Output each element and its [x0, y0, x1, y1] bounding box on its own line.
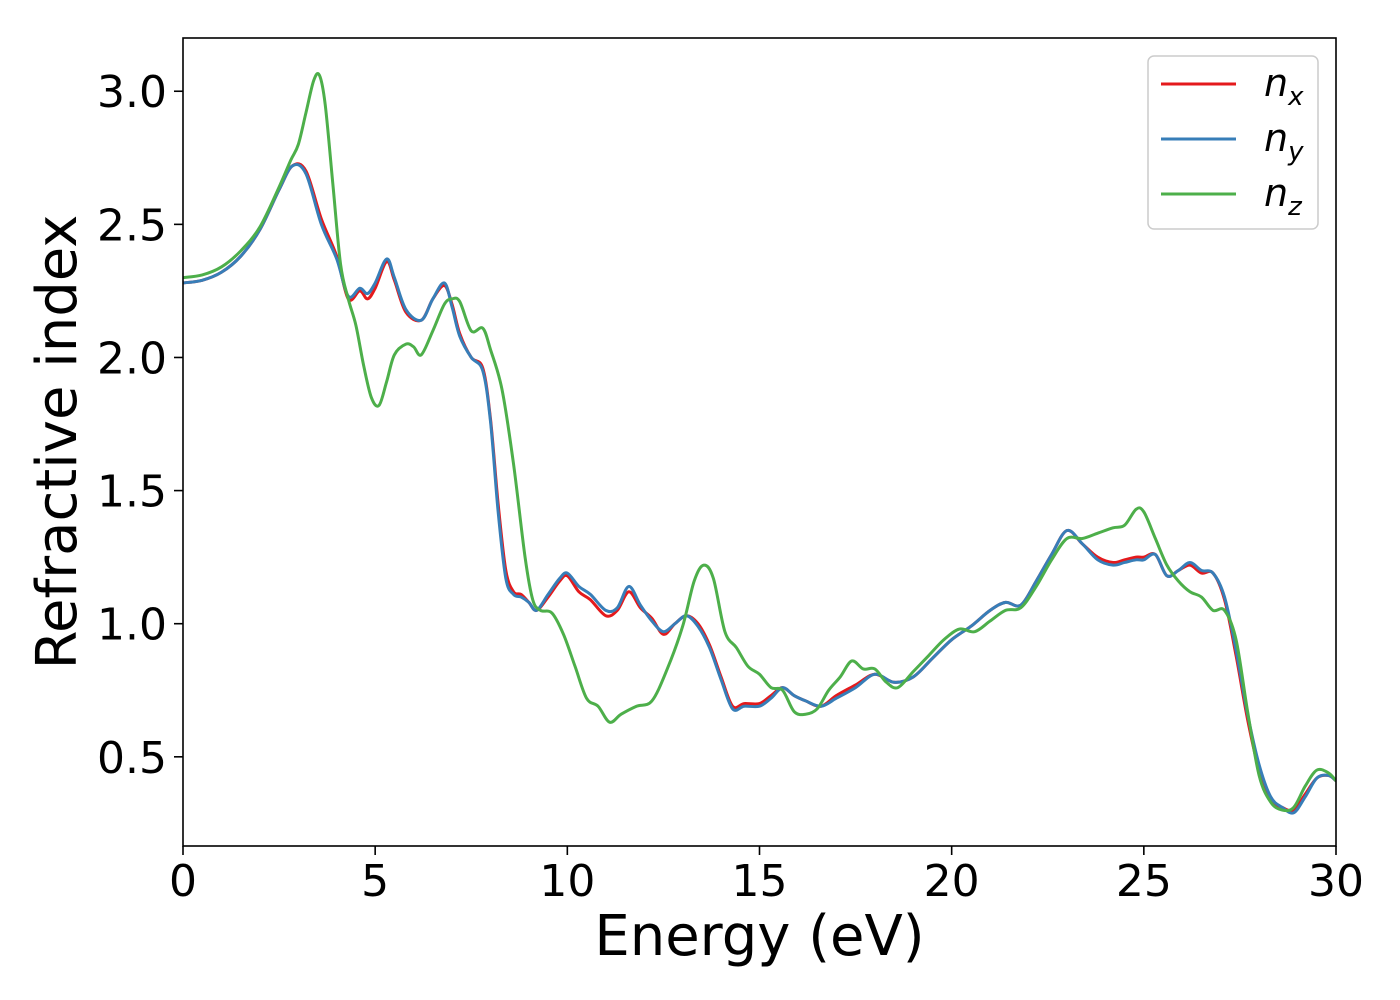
x-tick-label: 15 [732, 856, 788, 907]
legend-label-n-y: ny [1264, 116, 1304, 167]
series-line-n-z [183, 72, 1336, 813]
y-tick-label: 0.5 [97, 733, 167, 784]
x-tick-label: 5 [361, 856, 389, 907]
legend-box [1147, 55, 1319, 230]
y-tick-label: 2.5 [97, 200, 167, 251]
x-tick-label: 20 [924, 856, 980, 907]
x-tick-label: 30 [1308, 856, 1364, 907]
series-lines [183, 72, 1336, 815]
y-tick-label: 1.5 [97, 467, 167, 518]
y-tick-label: 2.0 [97, 333, 167, 384]
y-tick-label: 3.0 [97, 67, 167, 118]
y-tick-label: 1.0 [97, 600, 167, 651]
y-axis-ticks: 0.5 1.0 1.5 2.0 2.5 3.0 [97, 67, 183, 784]
x-tick-label: 25 [1116, 856, 1172, 907]
series-line-n-y [183, 163, 1336, 815]
x-tick-label: 0 [169, 856, 197, 907]
x-tick-label: 10 [539, 856, 595, 907]
x-axis-ticks: 0 5 10 15 20 25 30 [169, 846, 1364, 907]
legend-label-n-x: nx [1264, 61, 1304, 112]
legend-label-n-z: nz [1264, 171, 1303, 222]
x-axis-title: Energy (eV) [594, 904, 924, 969]
y-axis-title: Refractive index [25, 215, 90, 670]
